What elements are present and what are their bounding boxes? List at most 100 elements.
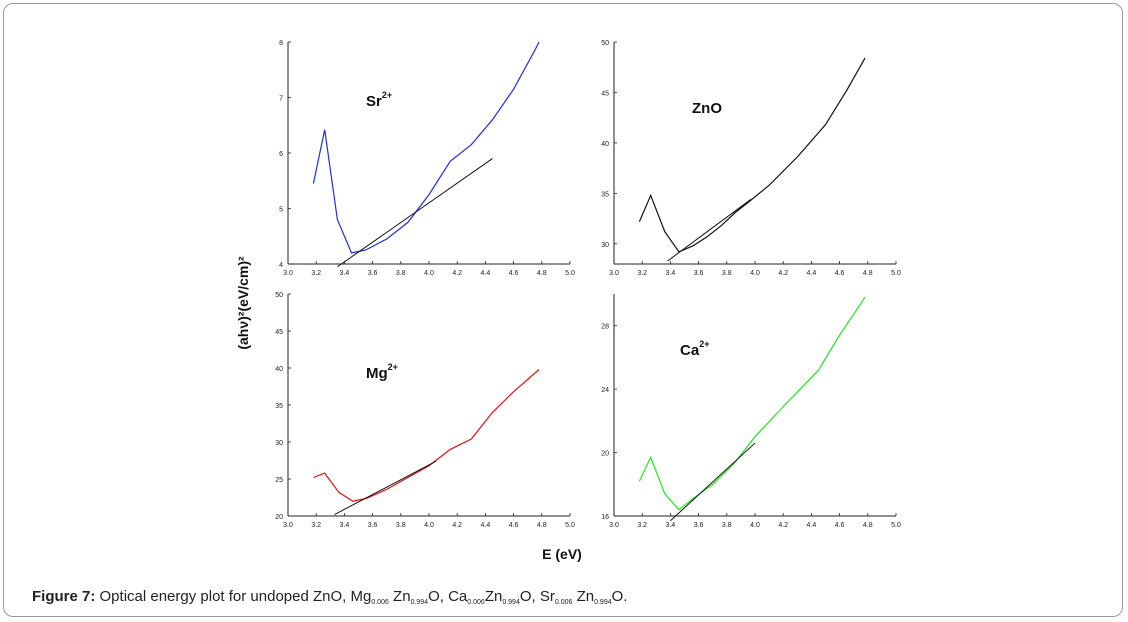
y-tick-label: 50 bbox=[275, 292, 283, 299]
y-tick-label: 6 bbox=[279, 151, 283, 158]
x-tick-label: 3.8 bbox=[396, 270, 406, 277]
y-tick-label: 24 bbox=[601, 387, 609, 394]
x-tick-label: 4.0 bbox=[750, 522, 760, 529]
caption-text: Zn bbox=[572, 588, 595, 605]
x-tick-label: 3.4 bbox=[666, 522, 676, 529]
panel-ca: 3.0 3.2 3.4 3.6 3.8 4.0 4.2 4.4 4.6 4.8 5.0 16 20 24 2… bbox=[601, 294, 901, 529]
caption-prefix: Figure 7: bbox=[32, 588, 96, 605]
x-tick-label: 3.4 bbox=[340, 270, 350, 277]
x-tick-label: 4.4 bbox=[807, 522, 817, 529]
y-tick-label: 50 bbox=[601, 40, 609, 47]
y-tick-label: 45 bbox=[275, 329, 283, 336]
figure-image: 3.0 3.2 3.4 3.6 3.8 4.0 4.2 4.4 4.6 4.8 5.0 4 5 6 7 8 Sr… bbox=[218, 18, 918, 574]
y-tick-label: 25 bbox=[275, 477, 283, 484]
x-tick-label: 5.0 bbox=[891, 522, 901, 529]
x-tick-label: 4.8 bbox=[863, 270, 873, 277]
x-tick-label: 4.0 bbox=[750, 270, 760, 277]
panel-label-superscript: 2+ bbox=[388, 362, 398, 372]
panel-mg: 3.0 3.2 3.4 3.6 3.8 4.0 4.2 4.4 4.6 4.8 5.0 20 25 30 3… bbox=[275, 292, 575, 529]
panel-label: Sr2+ bbox=[366, 90, 392, 110]
x-tick-label: 3.2 bbox=[637, 270, 647, 277]
caption-text: Optical energy plot for undoped ZnO, Mg bbox=[99, 588, 372, 605]
caption-text: O, Ca bbox=[428, 588, 468, 605]
x-tick-label: 5.0 bbox=[565, 270, 575, 277]
x-tick-label: 4.4 bbox=[807, 270, 817, 277]
caption-text: Zn bbox=[393, 588, 411, 605]
panel-label: Ca2+ bbox=[680, 339, 709, 359]
data-series-line bbox=[312, 41, 540, 254]
data-series-line bbox=[638, 296, 866, 511]
x-tick-label: 3.4 bbox=[340, 522, 350, 529]
x-tick-label: 4.6 bbox=[835, 522, 845, 529]
caption-sub: 0.006 bbox=[467, 599, 485, 606]
panel-label-text: Ca bbox=[680, 342, 700, 359]
caption-sub: 0.006 bbox=[371, 599, 389, 606]
panel-label-text: ZnO bbox=[692, 100, 722, 117]
linear-fit-line bbox=[337, 158, 493, 268]
x-tick-label: 3.2 bbox=[637, 522, 647, 529]
panel-label-superscript: 2+ bbox=[699, 339, 709, 349]
y-tick-label: 40 bbox=[275, 366, 283, 373]
y-tick-label: 45 bbox=[601, 90, 609, 97]
caption-text: O. bbox=[611, 588, 628, 605]
optical-energy-plots: 3.0 3.2 3.4 3.6 3.8 4.0 4.2 4.4 4.6 4.8 5.045678Sr… bbox=[235, 40, 901, 562]
panel-label-text: Mg bbox=[366, 365, 388, 382]
data-series-line bbox=[638, 57, 866, 253]
x-tick-label: 4.0 bbox=[424, 270, 434, 277]
x-tick-label: 3.8 bbox=[722, 270, 732, 277]
x-tick-label: 4.2 bbox=[452, 270, 462, 277]
x-tick-label: 3.6 bbox=[368, 270, 378, 277]
caption-sub: 0.994 bbox=[502, 599, 520, 606]
caption-text: O, Sr bbox=[519, 588, 555, 605]
y-tick-label: 20 bbox=[275, 514, 283, 521]
x-tick-label: 4.8 bbox=[537, 270, 547, 277]
x-tick-label: 3.6 bbox=[694, 522, 704, 529]
y-tick-label: 35 bbox=[601, 191, 609, 198]
panel-label: Mg2+ bbox=[366, 362, 398, 382]
caption-text: Zn bbox=[484, 588, 503, 605]
y-tick-label: 8 bbox=[279, 40, 283, 47]
y-tick-label: 30 bbox=[275, 440, 283, 447]
x-tick-label: 4.8 bbox=[537, 522, 547, 529]
caption-sub: 0.994 bbox=[410, 599, 429, 606]
x-tick-label: 3.2 bbox=[311, 522, 321, 529]
x-tick-label: 3.0 bbox=[283, 522, 293, 529]
x-tick-label: 3.0 bbox=[609, 270, 619, 277]
y-tick-label: 28 bbox=[601, 324, 609, 331]
y-tick-label: 40 bbox=[601, 141, 609, 148]
x-tick-label: 3.4 bbox=[666, 270, 676, 277]
linear-fit-line bbox=[667, 199, 752, 262]
x-tick-label: 4.2 bbox=[778, 522, 788, 529]
x-tick-label: 4.2 bbox=[778, 270, 788, 277]
x-tick-label: 4.0 bbox=[424, 522, 434, 529]
linear-fit-line bbox=[670, 442, 756, 522]
x-tick-label: 5.0 bbox=[891, 270, 901, 277]
y-tick-label: 16 bbox=[601, 514, 609, 521]
data-series-line bbox=[313, 369, 540, 502]
y-tick-label: 7 bbox=[279, 96, 283, 103]
panel-label: ZnO bbox=[692, 100, 722, 117]
caption-sub: 0.994 bbox=[594, 599, 612, 606]
x-tick-label: 4.4 bbox=[481, 522, 491, 529]
y-tick-label: 5 bbox=[279, 207, 283, 214]
x-tick-label: 5.0 bbox=[565, 522, 575, 529]
linear-fit-line bbox=[334, 460, 437, 515]
panel-label-text: Sr bbox=[366, 93, 382, 110]
caption-sub: 0.006 bbox=[554, 599, 573, 606]
x-tick-label: 3.6 bbox=[368, 522, 378, 529]
x-tick-label: 4.6 bbox=[835, 270, 845, 277]
y-tick-label: 20 bbox=[601, 451, 609, 458]
x-tick-label: 3.8 bbox=[396, 522, 406, 529]
x-tick-label: 3.8 bbox=[722, 522, 732, 529]
x-axis-title: E (eV) bbox=[542, 546, 582, 562]
x-tick-label: 3.6 bbox=[694, 270, 704, 277]
y-tick-label: 35 bbox=[275, 403, 283, 410]
x-tick-label: 4.6 bbox=[509, 270, 519, 277]
x-tick-label: 3.0 bbox=[609, 522, 619, 529]
y-tick-label: 4 bbox=[279, 262, 283, 269]
panel-label-superscript: 2+ bbox=[382, 90, 392, 100]
y-tick-label: 30 bbox=[601, 242, 609, 249]
x-tick-label: 4.4 bbox=[481, 270, 491, 277]
panel-sr: 3.0 3.2 3.4 3.6 3.8 4.0 4.2 4.4 4.6 4.8 5.0 4 5 6 7 8 Sr… bbox=[279, 40, 575, 277]
x-tick-label: 4.6 bbox=[509, 522, 519, 529]
